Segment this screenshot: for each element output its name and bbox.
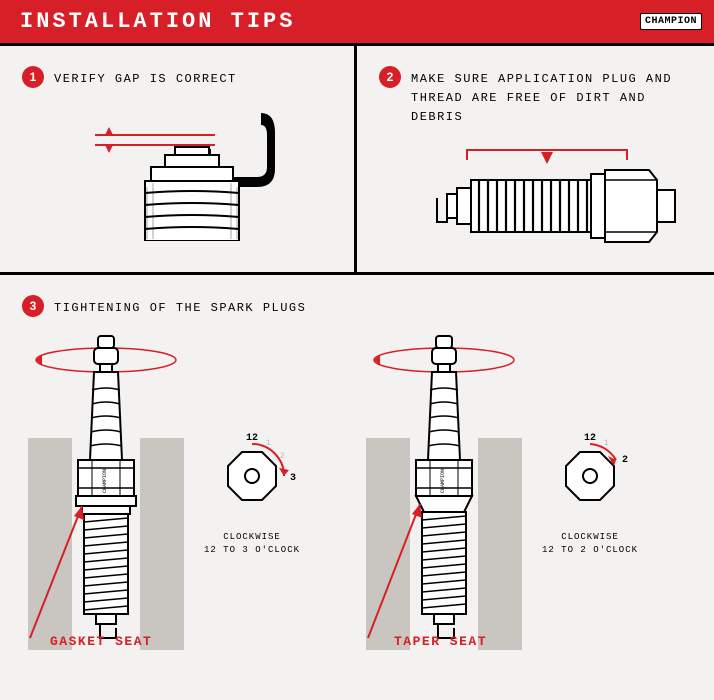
gasket-column: CHAMPION — [22, 330, 360, 655]
svg-text:2: 2 — [280, 452, 285, 461]
header-title: INSTALLATION TIPS — [20, 9, 295, 34]
gasket-dial-caption: CLOCKWISE 12 TO 3 O'CLOCK — [202, 531, 302, 558]
svg-text:12: 12 — [584, 433, 596, 444]
dial-12: 12 — [246, 433, 258, 444]
gasket-dial: 12 1 2 3 CLOCKWISE 12 TO 3 O'CLOCK — [202, 428, 302, 558]
taper-seat-label: TAPER SEAT — [394, 634, 487, 649]
header-bar: INSTALLATION TIPS CHAMPION — [0, 0, 714, 46]
step-text-1: VERIFY GAP IS CORRECT — [54, 66, 237, 89]
brand-badge: CHAMPION — [640, 13, 702, 30]
taper-dial: 12 1 2 CLOCKWISE 12 TO 2 O'CLOCK — [540, 428, 640, 558]
step-row-1: 1 VERIFY GAP IS CORRECT — [22, 66, 338, 89]
taper-column: CHAMPION — [360, 330, 698, 655]
panel-step-3: 3 TIGHTENING OF THE SPARK PLUGS — [0, 275, 714, 665]
svg-text:2: 2 — [622, 455, 628, 466]
panel-step-1: 1 VERIFY GAP IS CORRECT — [0, 46, 357, 272]
gasket-plug-illustration: CHAMPION — [22, 330, 192, 655]
svg-text:CHAMPION: CHAMPION — [440, 469, 446, 493]
taper-dial-caption: CLOCKWISE 12 TO 2 O'CLOCK — [540, 531, 640, 558]
illustration-gap — [22, 101, 338, 241]
illustration-thread — [379, 140, 698, 270]
plug-row: CHAMPION — [22, 330, 698, 655]
svg-text:1: 1 — [604, 439, 609, 448]
taper-plug-illustration: CHAMPION — [360, 330, 530, 655]
top-row: 1 VERIFY GAP IS CORRECT — [0, 46, 714, 272]
step-text-2: MAKE SURE APPLICATION PLUG AND THREAD AR… — [411, 66, 698, 128]
step-row-2: 2 MAKE SURE APPLICATION PLUG AND THREAD … — [379, 66, 698, 128]
step-number-1: 1 — [22, 66, 44, 88]
step-number-3: 3 — [22, 295, 44, 317]
step-row-3: 3 TIGHTENING OF THE SPARK PLUGS — [22, 295, 698, 318]
step-text-3: TIGHTENING OF THE SPARK PLUGS — [54, 295, 306, 318]
svg-text:1: 1 — [266, 439, 271, 448]
step-number-2: 2 — [379, 66, 401, 88]
panel-step-2: 2 MAKE SURE APPLICATION PLUG AND THREAD … — [357, 46, 714, 272]
svg-text:3: 3 — [290, 473, 296, 484]
gasket-seat-label: GASKET SEAT — [50, 634, 152, 649]
